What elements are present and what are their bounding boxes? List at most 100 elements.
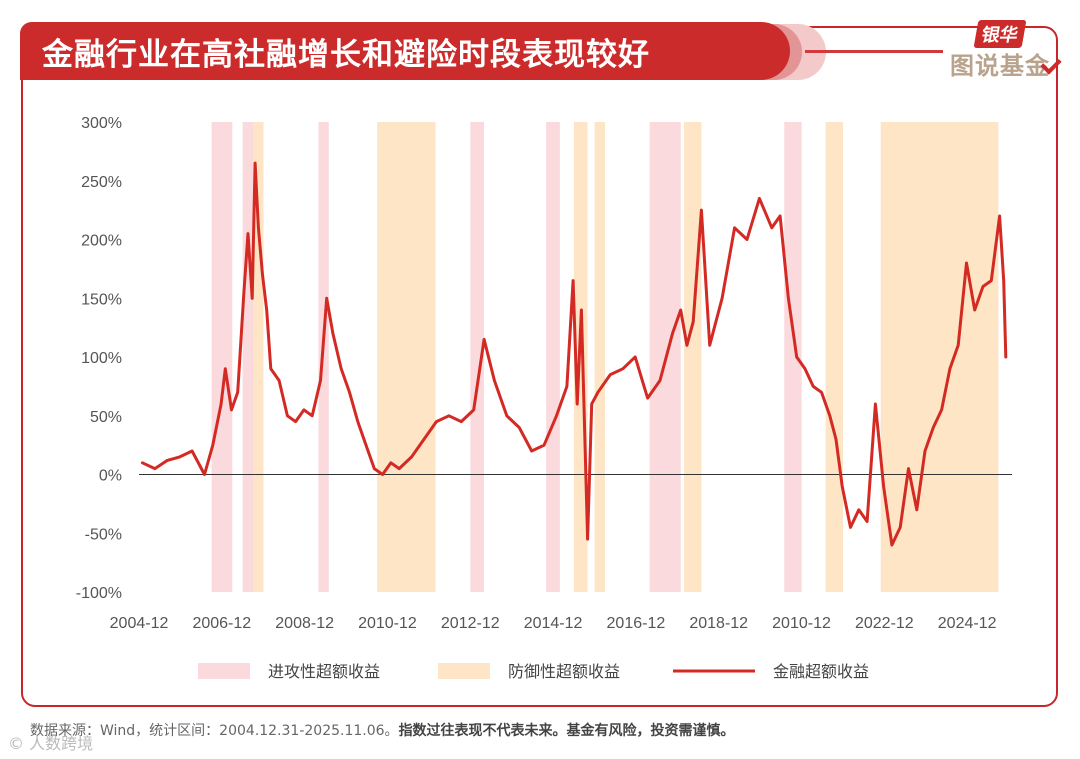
attack-period-band: [546, 122, 560, 592]
data-point: [571, 279, 575, 282]
footer-source: 数据来源：Wind，统计区间：2004.12.31-2025.11.06。: [30, 723, 399, 739]
data-point: [609, 373, 612, 376]
data-point: [658, 379, 662, 382]
data-point: [633, 355, 637, 359]
data-point: [246, 232, 250, 235]
data-point: [841, 485, 844, 488]
y-tick-label: 150%: [81, 291, 122, 308]
data-point: [555, 414, 558, 417]
data-point: [286, 414, 289, 417]
data-point: [700, 208, 703, 212]
data-point: [671, 332, 674, 335]
data-point: [348, 391, 351, 394]
data-point: [325, 297, 328, 300]
defense-period-band: [377, 122, 436, 592]
data-point: [940, 408, 943, 412]
data-point: [302, 408, 306, 412]
data-point: [364, 443, 368, 447]
brand-logo: 银华 图说基金: [942, 20, 1062, 80]
data-point: [253, 161, 257, 165]
data-point: [435, 420, 438, 423]
defense-period-band: [594, 122, 605, 592]
data-point: [758, 197, 761, 200]
page-title: 金融行业在高社融增长和避险时段表现较好: [42, 36, 650, 73]
y-tick-label: -100%: [76, 585, 122, 602]
y-tick-label: 250%: [81, 174, 122, 191]
data-point: [834, 438, 838, 441]
data-point: [178, 455, 181, 459]
data-point: [596, 391, 600, 394]
x-tick-label: 2012-12: [441, 615, 500, 632]
data-point: [493, 379, 496, 382]
data-point: [685, 344, 689, 347]
data-point: [311, 414, 314, 417]
data-point: [820, 391, 823, 394]
data-point: [203, 473, 206, 476]
data-point: [770, 226, 774, 229]
data-point: [447, 414, 451, 417]
data-point: [319, 379, 322, 382]
logo-text: 图说基金: [950, 52, 1050, 80]
data-point: [973, 308, 976, 312]
legend-label: 金融超额收益: [773, 662, 869, 681]
legend-label: 防御性超额收益: [508, 662, 620, 681]
data-point: [882, 485, 885, 488]
title-bar: 金融行业在高社融增长和避险时段表现较好: [20, 22, 790, 80]
data-point: [257, 226, 260, 229]
data-point: [219, 402, 223, 406]
x-tick-label: 2014-12: [524, 615, 583, 632]
defense-period-band: [684, 122, 702, 592]
y-tick-label: 200%: [81, 233, 122, 250]
title-banner: 金融行业在高社融增长和避险时段表现较好: [20, 22, 826, 80]
data-point: [956, 344, 960, 347]
data-point: [265, 308, 268, 312]
data-point: [373, 467, 376, 470]
data-point: [422, 438, 426, 441]
data-point: [923, 449, 927, 453]
attack-period-band: [211, 122, 233, 592]
data-point: [590, 402, 593, 406]
data-point: [586, 537, 589, 541]
y-tick-label: 300%: [81, 115, 122, 132]
x-tick-label: 2016-12: [607, 615, 666, 632]
data-point: [141, 461, 144, 464]
legend-swatch: [198, 663, 250, 679]
data-point: [679, 308, 682, 312]
data-point: [294, 420, 297, 423]
data-point: [849, 526, 852, 529]
data-point: [505, 414, 509, 417]
data-point: [812, 385, 815, 388]
data-point: [708, 344, 711, 347]
data-point: [230, 408, 233, 412]
defense-period-band: [252, 122, 264, 592]
data-point: [691, 320, 695, 323]
data-point: [410, 455, 413, 459]
x-tick-label: 2008-12: [275, 615, 334, 632]
attack-period-band: [784, 122, 802, 592]
data-point: [874, 402, 877, 406]
title-divider: [805, 50, 943, 53]
data-point: [1002, 279, 1005, 282]
defense-period-band: [825, 122, 844, 592]
footer-note: 数据来源：Wind，统计区间：2004.12.31-2025.11.06。指数过…: [30, 720, 735, 740]
data-point: [865, 520, 869, 523]
data-point: [733, 226, 736, 229]
y-tick-label: 50%: [90, 409, 122, 426]
data-point: [990, 279, 993, 282]
data-point: [932, 426, 935, 429]
data-point: [261, 273, 264, 276]
data-point: [250, 297, 254, 300]
x-tick-label: 2024-12: [938, 615, 997, 632]
data-point: [224, 367, 227, 370]
data-point: [915, 508, 918, 511]
data-point: [381, 473, 384, 476]
y-tick-label: 100%: [81, 350, 122, 367]
data-point: [269, 367, 273, 370]
data-point: [460, 420, 463, 423]
data-point: [646, 396, 649, 400]
data-point: [242, 291, 246, 294]
data-point: [778, 214, 782, 218]
data-point: [530, 449, 533, 453]
data-point: [397, 467, 401, 470]
